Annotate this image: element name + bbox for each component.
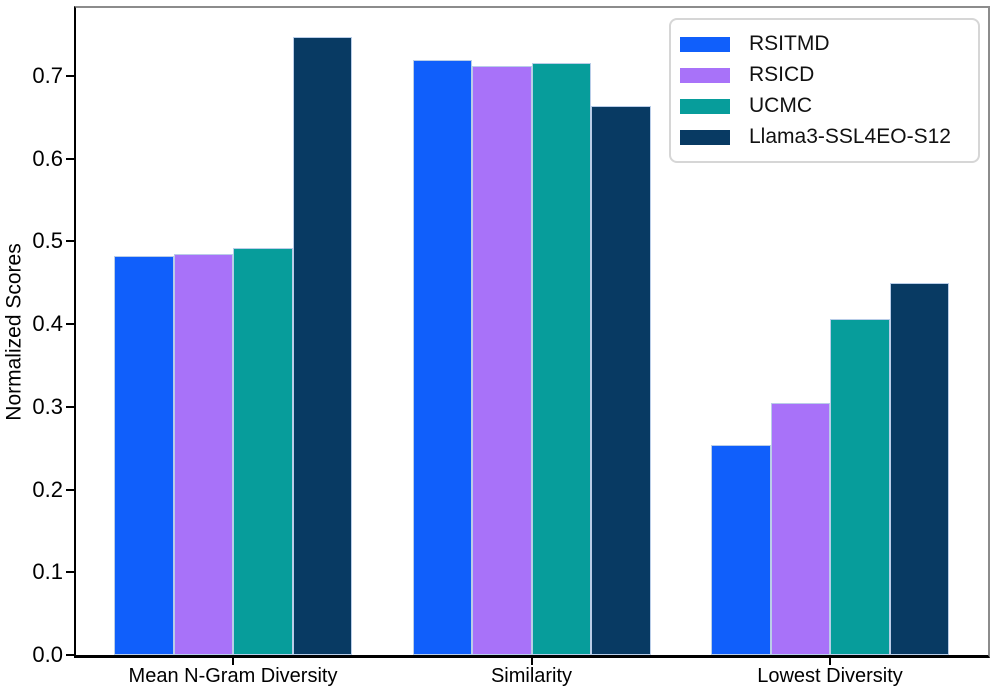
legend-label: RSICD	[749, 63, 815, 86]
y-tick-mark	[66, 405, 74, 408]
legend-item: RSITMD	[680, 32, 968, 56]
y-tick-label: 0.1	[32, 559, 63, 585]
y-tick-label: 0.2	[32, 476, 63, 502]
bar-llama3-ssl4eo-s12-2	[889, 282, 949, 655]
y-tick-label: 0.6	[32, 145, 63, 171]
y-tick-mark	[66, 323, 74, 326]
legend-label: RSITMD	[749, 32, 830, 55]
legend: RSITMD RSICD UCMC Llama3-SSL4EO-S12	[669, 18, 980, 163]
legend-swatch-icon	[680, 67, 730, 83]
y-tick-mark	[66, 240, 74, 243]
legend-item: Llama3-SSL4EO-S12	[680, 125, 968, 149]
bar-rsicd-2	[770, 402, 830, 655]
bar-llama3-ssl4eo-s12-1	[591, 105, 651, 655]
legend-swatch-icon	[680, 98, 730, 114]
x-tick-mark	[530, 658, 533, 665]
bar-rsitmd-0	[114, 256, 174, 655]
bar-rsicd-0	[173, 253, 233, 655]
legend-swatch-icon	[680, 129, 730, 145]
y-tick-label: 0.3	[32, 393, 63, 419]
bar-rsicd-1	[472, 65, 532, 655]
y-tick-label: 0.7	[32, 62, 63, 88]
x-tick-label: Mean N-Gram Diversity	[128, 665, 338, 687]
y-tick-mark	[66, 654, 74, 656]
x-tick-label: Similarity	[490, 665, 573, 687]
x-tick-mark	[829, 658, 831, 665]
bar-rsitmd-2	[711, 444, 771, 655]
y-tick-mark	[66, 157, 74, 160]
y-axis-title: Normalized Scores	[0, 6, 30, 658]
legend-label: Llama3-SSL4EO-S12	[749, 125, 951, 148]
y-tick-label: 0.5	[32, 228, 63, 254]
y-tick-label: 0.4	[32, 311, 63, 337]
y-tick-mark	[66, 488, 74, 491]
y-tick-mark	[66, 74, 74, 77]
x-tick-mark	[232, 658, 234, 665]
legend-swatch-icon	[680, 36, 730, 52]
legend-label: UCMC	[749, 94, 812, 117]
bar-ucmc-1	[531, 62, 591, 655]
y-tick-label: 0.0	[32, 642, 63, 667]
legend-item: UCMC	[680, 94, 968, 118]
bar-llama3-ssl4eo-s12-0	[292, 36, 352, 655]
x-tick-label: Lowest Diversity	[757, 665, 903, 687]
y-axis-title-text: Normalized Scores	[3, 243, 26, 421]
y-tick-mark	[66, 571, 74, 574]
legend-item: RSICD	[680, 63, 968, 87]
bar-ucmc-0	[233, 247, 293, 655]
bar-ucmc-2	[830, 319, 890, 655]
bar-rsitmd-1	[412, 60, 472, 655]
